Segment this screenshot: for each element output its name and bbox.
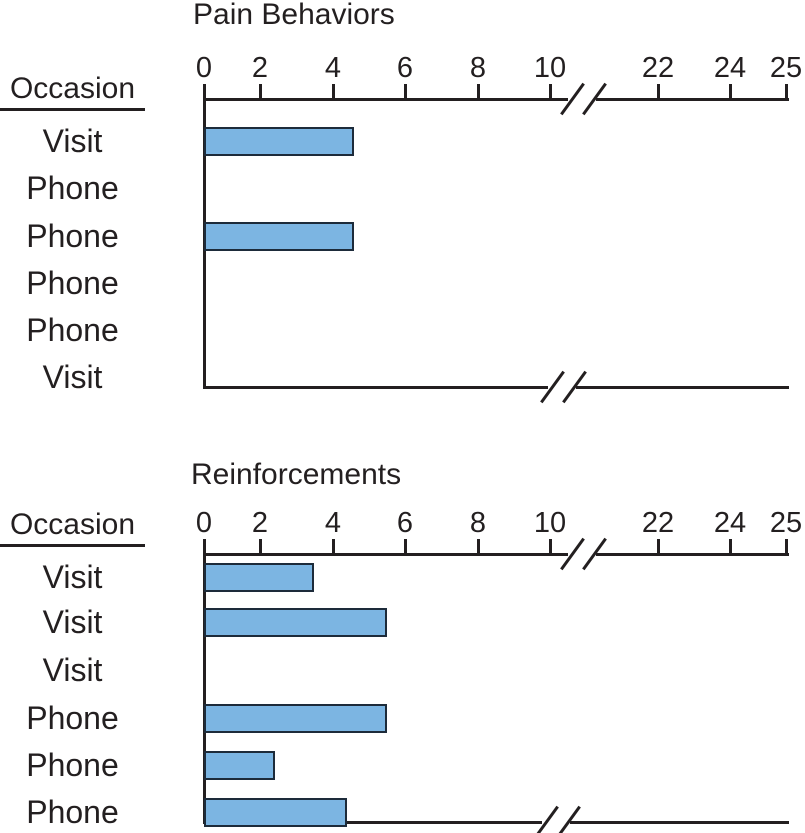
x-tick-label: 4 [324,52,342,84]
x-tick [657,539,660,553]
x-tick [477,539,480,553]
x-tick [657,84,660,98]
x-tick-label: 2 [251,52,269,84]
x-tick-label: 0 [195,507,213,539]
row-label: Phone [26,747,119,783]
x-tick [332,84,335,98]
x-tick [259,84,262,98]
x-tick-label: 25 [769,507,803,539]
bar [204,563,314,592]
x-tick-label: 4 [324,507,342,539]
occasion-header: Occasion [0,73,145,111]
x-axis-line [596,98,789,101]
x-tick [477,84,480,98]
x-tick-label: 24 [713,507,747,539]
row-label: Phone [26,265,119,301]
x-tick [785,539,788,553]
bar [204,222,354,251]
bottom-axis-line [570,821,789,824]
bar [204,704,387,733]
y-axis-line [203,539,206,824]
row-label: Visit [42,604,103,640]
x-tick-label: 0 [195,52,213,84]
x-axis-line [204,98,568,101]
bottom-axis-line [204,386,548,389]
x-tick-label: 10 [533,52,567,84]
row-label: Visit [42,359,103,395]
row-label: Phone [26,794,119,830]
x-tick [785,84,788,98]
x-tick [404,539,407,553]
row-label: Visit [42,559,103,595]
bar [204,608,387,637]
chart-title: Pain Behaviors [193,0,395,31]
bar [204,127,354,156]
x-tick [404,84,407,98]
row-label: Phone [26,700,119,736]
x-tick-label: 2 [251,507,269,539]
x-tick [549,539,552,553]
x-tick-label: 22 [641,52,675,84]
bottom-axis-line [576,386,789,389]
x-tick [332,539,335,553]
x-tick-label: 10 [533,507,567,539]
axis-break-mark [556,805,581,833]
bar [204,751,275,780]
x-tick-label: 6 [396,52,414,84]
x-tick [549,84,552,98]
row-label: Phone [26,170,119,206]
x-axis-line [204,553,568,556]
x-tick [729,84,732,98]
row-label: Phone [26,312,119,348]
row-label: Phone [26,218,119,254]
x-tick-label: 22 [641,507,675,539]
x-tick [259,539,262,553]
row-label: Visit [42,652,103,688]
x-tick [729,539,732,553]
bottom-axis-line [204,821,542,824]
chart-title: Reinforcements [191,458,402,491]
x-tick-label: 8 [469,52,487,84]
axis-break-mark [534,805,559,833]
row-label: Visit [42,123,103,159]
bar [204,798,347,827]
x-tick-label: 6 [396,507,414,539]
x-tick-label: 24 [713,52,747,84]
x-tick-label: 8 [469,507,487,539]
occasion-header: Occasion [0,509,145,547]
x-axis-line [596,553,789,556]
x-tick-label: 25 [769,52,803,84]
